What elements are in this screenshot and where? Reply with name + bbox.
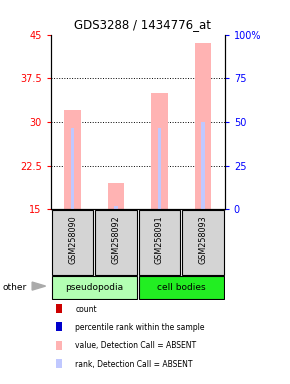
- Bar: [151, 93, 168, 209]
- Bar: [202, 122, 204, 209]
- Text: pseudopodia: pseudopodia: [65, 283, 123, 292]
- Polygon shape: [32, 282, 46, 290]
- Bar: [182, 210, 224, 275]
- Text: GSM258093: GSM258093: [198, 215, 208, 264]
- Bar: [158, 128, 161, 209]
- Text: value, Detection Call = ABSENT: value, Detection Call = ABSENT: [75, 341, 197, 351]
- Bar: [64, 110, 81, 209]
- Bar: [56, 341, 62, 349]
- Text: rank, Detection Call = ABSENT: rank, Detection Call = ABSENT: [75, 360, 193, 369]
- Text: percentile rank within the sample: percentile rank within the sample: [75, 323, 205, 332]
- Text: GSM258090: GSM258090: [68, 215, 77, 264]
- Text: GDS3288 / 1434776_at: GDS3288 / 1434776_at: [74, 18, 211, 31]
- Bar: [139, 276, 224, 299]
- Text: GSM258091: GSM258091: [155, 215, 164, 264]
- Text: count: count: [75, 305, 97, 314]
- Bar: [56, 359, 62, 368]
- Bar: [56, 304, 62, 313]
- Bar: [56, 323, 62, 331]
- Bar: [71, 128, 74, 209]
- Bar: [108, 183, 124, 209]
- Bar: [139, 210, 180, 275]
- Text: GSM258092: GSM258092: [111, 215, 121, 264]
- Bar: [95, 210, 137, 275]
- Text: other: other: [3, 283, 27, 292]
- Bar: [52, 210, 93, 275]
- Bar: [195, 43, 211, 209]
- Text: cell bodies: cell bodies: [157, 283, 206, 292]
- Bar: [52, 276, 137, 299]
- Bar: [115, 206, 117, 209]
